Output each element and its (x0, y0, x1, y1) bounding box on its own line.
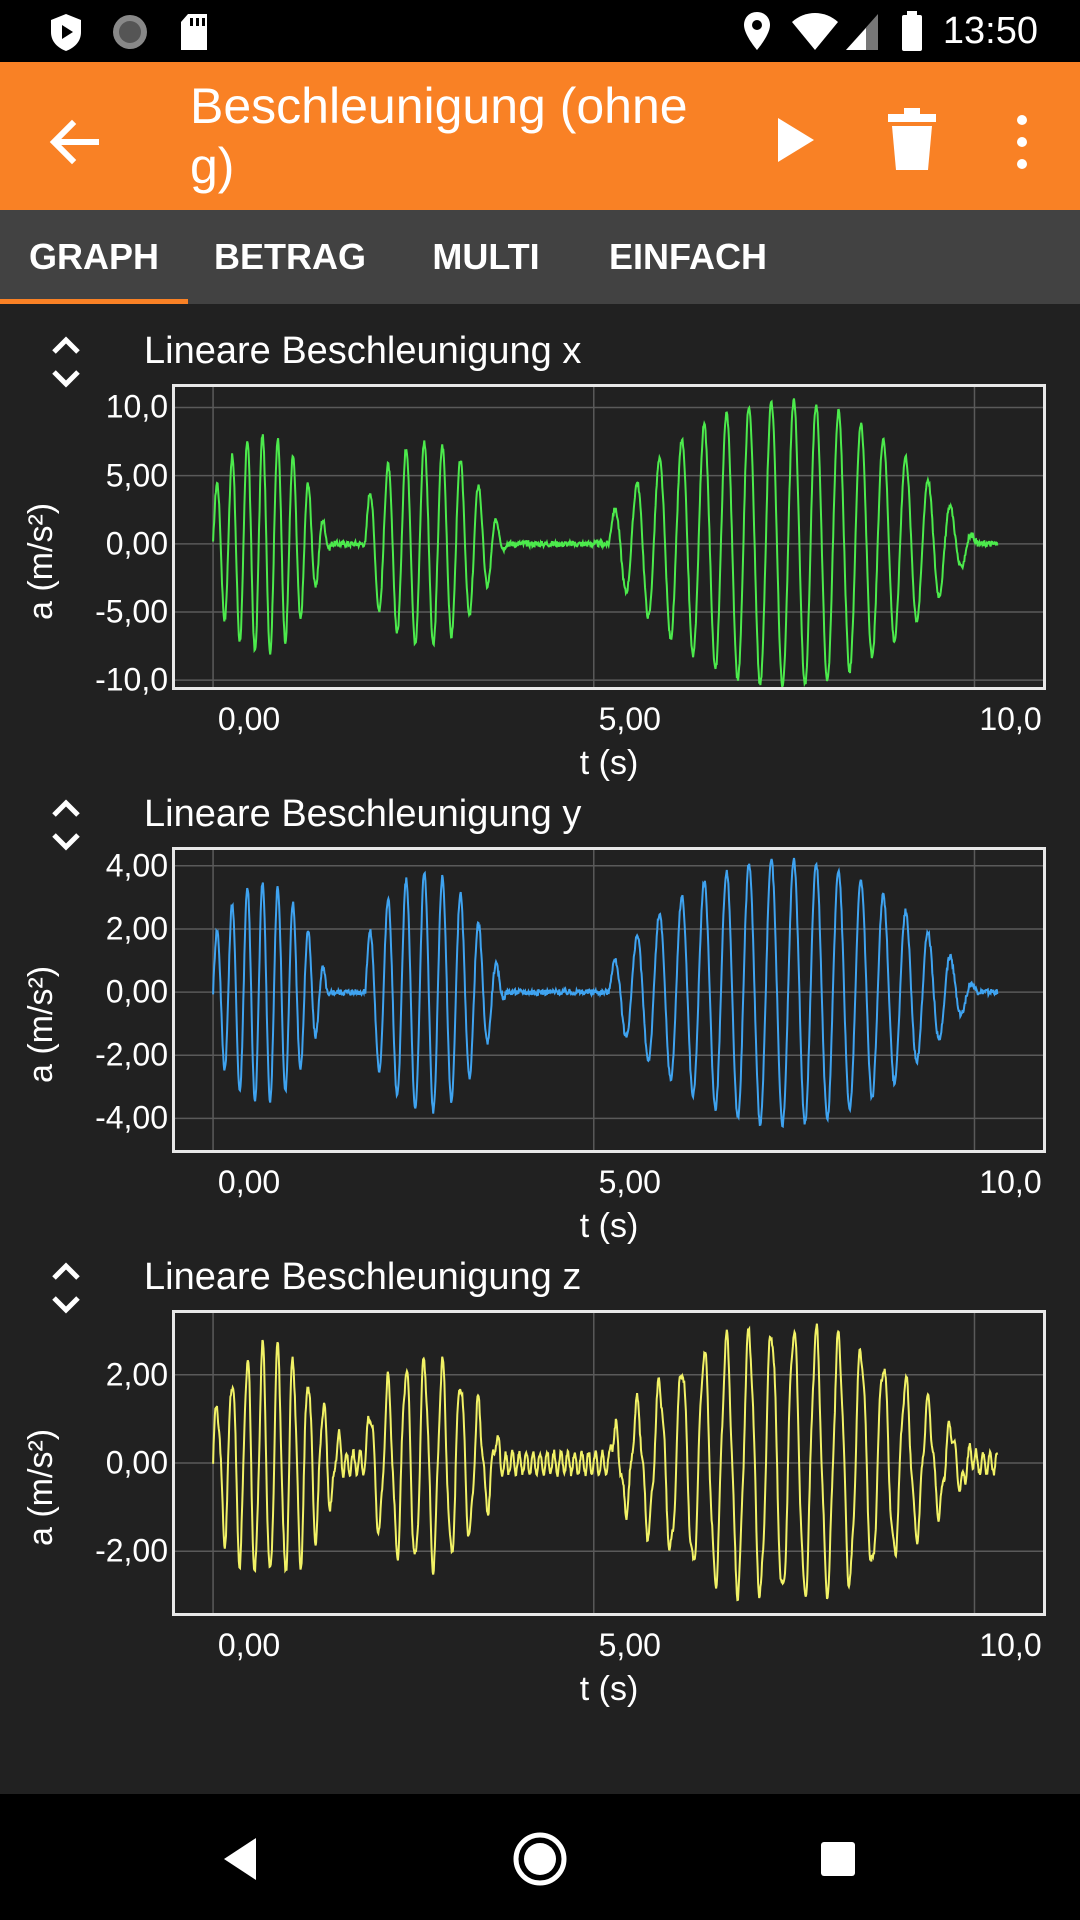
y-tick-label: 10,0 (105, 388, 168, 425)
chart-title: Lineare Beschleunigung x (144, 330, 582, 372)
y-tick-label: 0,00 (105, 973, 168, 1010)
play-icon[interactable] (766, 110, 826, 170)
y-axis-label-text: a (m/s²) (22, 965, 60, 1083)
plot-area[interactable] (172, 847, 1046, 1153)
x-tick-label: 0,00 (217, 1627, 281, 1663)
tab-einfach[interactable]: EINFACH (608, 236, 767, 277)
tab-multi[interactable]: MULTI (432, 236, 540, 277)
chart-svg (175, 850, 1043, 1150)
navigation-bar (0, 1794, 1080, 1920)
expand-collapse-icon[interactable] (46, 797, 86, 853)
delete-icon[interactable] (882, 108, 942, 172)
chart-panel-y: Lineare Beschleunigung y a (m/s²) 0,00 5,… (0, 793, 1080, 1253)
chart-title: Lineare Beschleunigung z (144, 1256, 582, 1298)
app-bar: Beschleunigung (ohne g) (0, 62, 1080, 210)
battery-icon (902, 11, 922, 51)
y-tick-label: 4,00 (105, 847, 168, 884)
x-axis-label: t (s) (579, 1670, 639, 1708)
status-time: 13:50 (942, 10, 1038, 52)
x-tick-label: 0,00 (217, 1164, 281, 1200)
y-tick-label: -2,00 (95, 1532, 168, 1569)
arrow-back-icon[interactable] (44, 112, 104, 172)
shield-icon (51, 14, 81, 51)
series-line (212, 398, 999, 687)
plot-area[interactable] (172, 384, 1046, 690)
x-tick-label: 10,0 (979, 701, 1042, 737)
x-axis-label: t (s) (579, 744, 639, 782)
y-tick-label: 0,00 (105, 1444, 168, 1481)
status-bar: 13:50 (0, 0, 1080, 62)
y-axis-label-text: a (m/s²) (22, 1428, 60, 1546)
more-vert-icon[interactable] (1006, 110, 1038, 174)
chart-svg (175, 1313, 1043, 1613)
wifi-icon (792, 13, 838, 50)
tab-bar: GRAPH BETRAG MULTI EINFACH (0, 210, 1080, 304)
chart-panel-x: Lineare Beschleunigung x a (m/s²) 0,00 5,… (0, 330, 1080, 790)
sync-icon (113, 15, 147, 49)
signal-icon (846, 14, 878, 50)
series-line (212, 857, 999, 1129)
x-tick-label: 5,00 (598, 1627, 661, 1663)
chart-title: Lineare Beschleunigung y (144, 793, 582, 835)
y-axis-label-text: a (m/s²) (22, 502, 60, 620)
recents-square-icon[interactable] (803, 1824, 873, 1894)
y-tick-label: 2,00 (105, 910, 168, 947)
chart-svg (175, 387, 1043, 687)
sd-card-icon (181, 14, 207, 50)
page-title: Beschleunigung (ohne g) (190, 78, 688, 194)
x-tick-label: 5,00 (598, 1164, 661, 1200)
y-tick-label: -10,0 (95, 661, 168, 698)
expand-collapse-icon[interactable] (46, 334, 86, 390)
series-line (212, 1323, 999, 1602)
x-tick-label: 0,00 (217, 701, 281, 737)
y-tick-label: 5,00 (105, 457, 168, 494)
back-triangle-icon[interactable] (206, 1824, 276, 1894)
x-axis-label: t (s) (579, 1207, 639, 1245)
y-tick-label: -2,00 (95, 1036, 168, 1073)
chart-panel-z: Lineare Beschleunigung z a (m/s²) 0,00 5,… (0, 1256, 1080, 1716)
home-circle-icon[interactable] (505, 1824, 575, 1894)
expand-collapse-icon[interactable] (46, 1260, 86, 1316)
y-tick-label: 0,00 (105, 525, 168, 562)
x-tick-label: 10,0 (979, 1627, 1042, 1663)
plot-area[interactable] (172, 1310, 1046, 1616)
x-tick-label: 10,0 (979, 1164, 1042, 1200)
y-tick-label: -4,00 (95, 1099, 168, 1136)
y-tick-label: 2,00 (105, 1356, 168, 1393)
x-tick-label: 5,00 (598, 701, 661, 737)
tab-betrag[interactable]: BETRAG (214, 236, 366, 277)
location-icon (744, 12, 770, 50)
y-tick-label: -5,00 (95, 593, 168, 630)
tab-graph[interactable]: GRAPH (0, 210, 188, 304)
